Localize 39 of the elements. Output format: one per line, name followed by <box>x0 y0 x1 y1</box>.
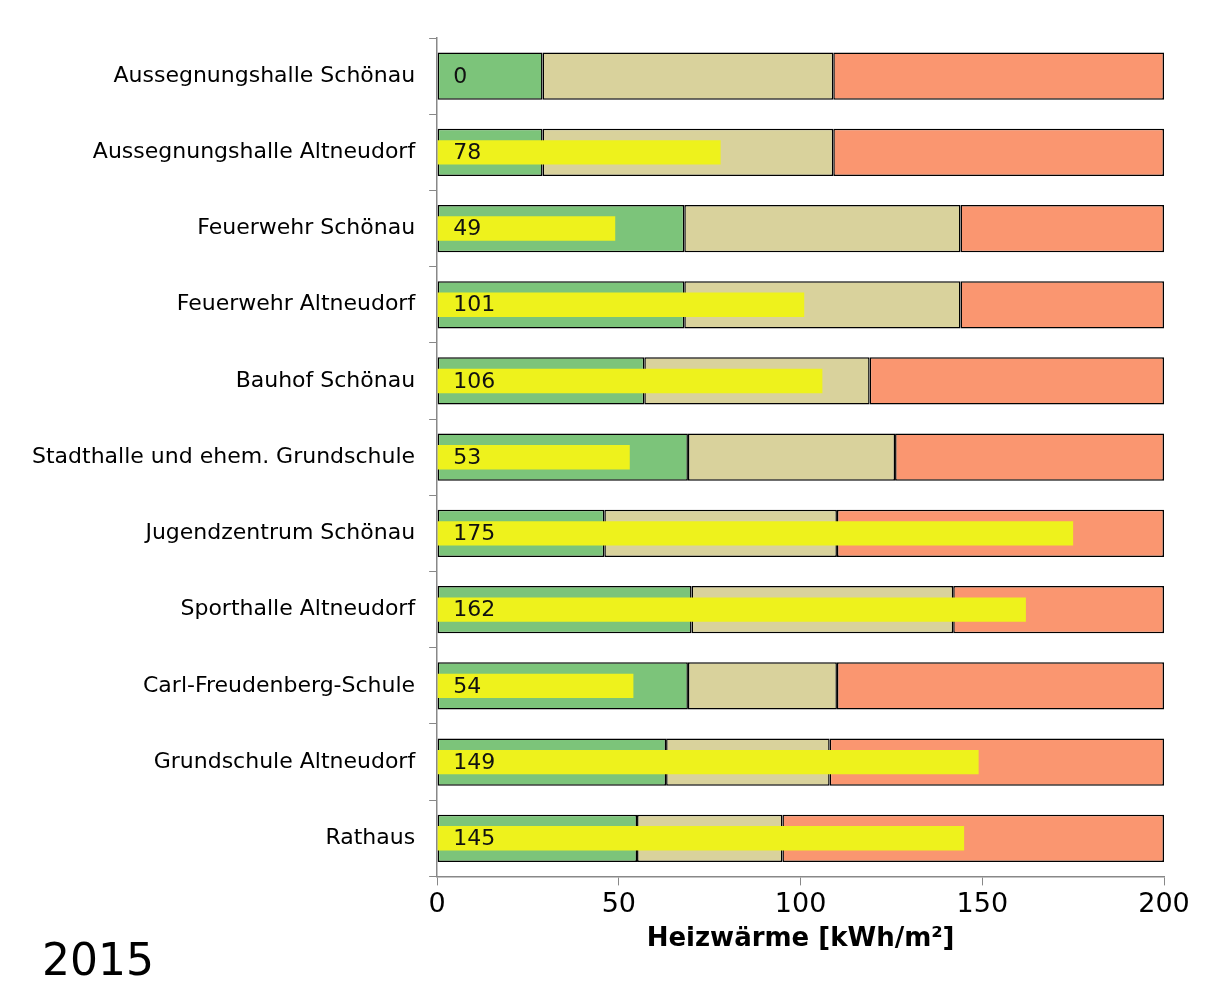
bar <box>437 749 979 775</box>
y-tick-label: Stadthalle und ehem. Grundschule <box>32 442 416 468</box>
data-label: 106 <box>453 367 496 393</box>
bar <box>437 216 616 241</box>
x-tick-label: 150 <box>956 886 1009 918</box>
data-label: 49 <box>453 215 482 241</box>
y-tick-label: Grundschule Altneudorf <box>153 747 417 773</box>
bar <box>437 140 721 165</box>
y-tick-label: Aussegnungshalle Altneudorf <box>92 138 417 164</box>
data-label: 54 <box>453 672 482 698</box>
data-label: 149 <box>453 748 496 774</box>
y-tick-label: Carl-Freudenberg-Schule <box>143 671 416 697</box>
x-tick-label: 50 <box>601 886 637 918</box>
y-tick-label: Jugendzentrum Schönau <box>143 519 416 545</box>
bar <box>437 826 965 851</box>
bar <box>437 597 1026 622</box>
data-label: 101 <box>453 291 496 317</box>
text: 2015 <box>42 934 154 985</box>
y-tick-label: Feuerwehr Altneudorf <box>176 290 417 316</box>
y-tick-label: Rathaus <box>325 824 416 850</box>
x-axis-title: Heizwärme [kWh/m²] <box>646 922 955 953</box>
data-label: 145 <box>453 825 496 851</box>
data-label: 162 <box>453 596 496 622</box>
bar <box>437 521 1074 546</box>
data-label: 53 <box>453 443 482 469</box>
y-tick-label: Aussegnungshalle Schönau <box>113 61 416 87</box>
x-tick-label: 200 <box>1138 886 1190 918</box>
x-tick-label: 100 <box>774 886 827 918</box>
bar <box>437 673 634 699</box>
bar <box>437 445 630 470</box>
bar <box>437 292 805 317</box>
bar <box>437 368 823 394</box>
data-label: 0 <box>453 62 468 88</box>
y-tick-label: Sporthalle Altneudorf <box>180 595 417 621</box>
x-tick-label: 0 <box>428 886 446 918</box>
y-tick-label: Bauhof Schönau <box>235 366 416 392</box>
data-label: 78 <box>453 139 482 165</box>
y-tick-label: Feuerwehr Schönau <box>197 214 416 240</box>
data-label: 175 <box>453 520 496 546</box>
